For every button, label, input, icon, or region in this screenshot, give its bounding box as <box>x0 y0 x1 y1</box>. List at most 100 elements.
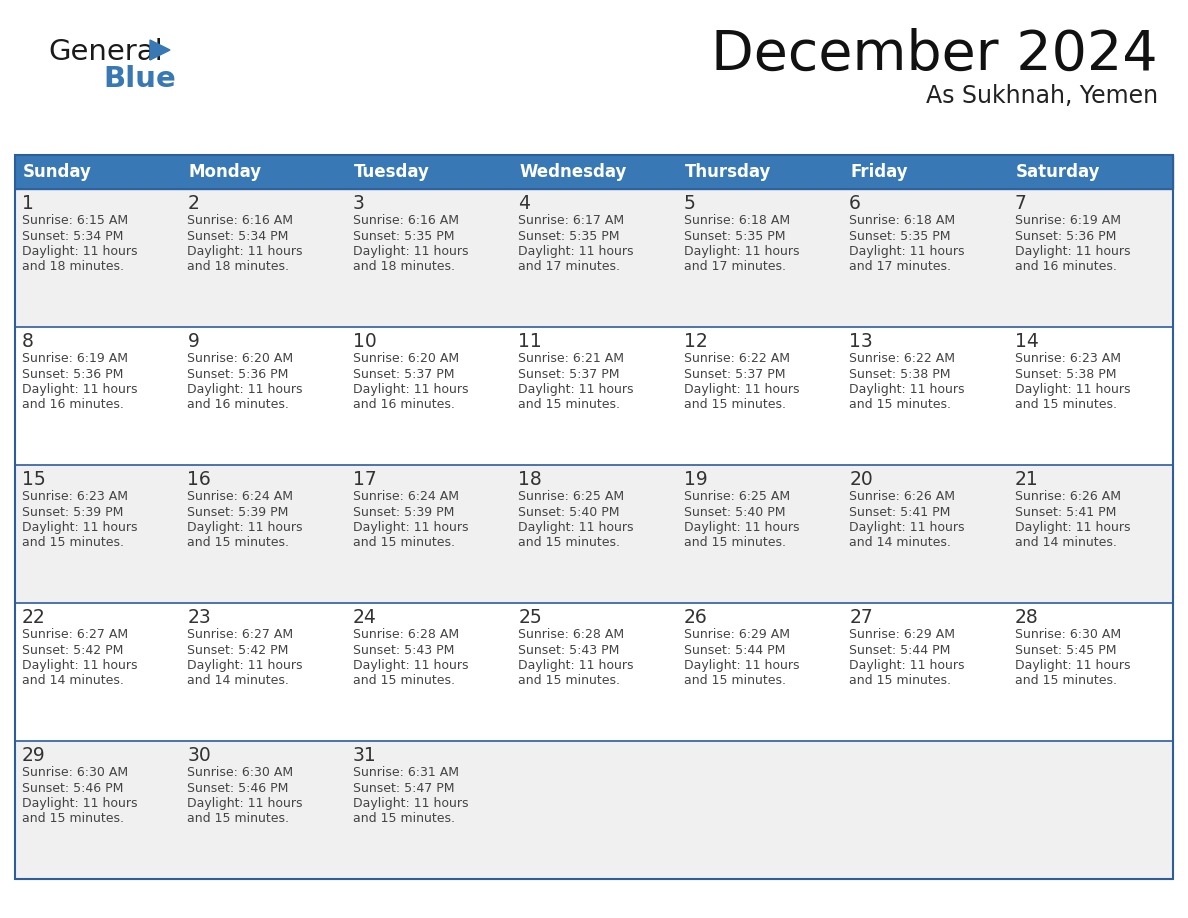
Text: December 2024: December 2024 <box>712 28 1158 82</box>
Bar <box>15 465 1173 603</box>
Text: 4: 4 <box>518 194 530 213</box>
Text: Daylight: 11 hours: Daylight: 11 hours <box>684 383 800 396</box>
Text: Daylight: 11 hours: Daylight: 11 hours <box>353 383 468 396</box>
Text: 22: 22 <box>23 608 46 627</box>
Text: Sunrise: 6:30 AM: Sunrise: 6:30 AM <box>188 766 293 779</box>
Text: Daylight: 11 hours: Daylight: 11 hours <box>353 245 468 258</box>
Text: Daylight: 11 hours: Daylight: 11 hours <box>23 797 138 810</box>
Text: Sunrise: 6:30 AM: Sunrise: 6:30 AM <box>1015 628 1120 641</box>
Text: Daylight: 11 hours: Daylight: 11 hours <box>188 659 303 672</box>
Text: Sunrise: 6:28 AM: Sunrise: 6:28 AM <box>518 628 625 641</box>
Text: Tuesday: Tuesday <box>354 163 430 181</box>
Text: Sunrise: 6:26 AM: Sunrise: 6:26 AM <box>1015 490 1120 503</box>
Text: and 16 minutes.: and 16 minutes. <box>1015 261 1117 274</box>
Polygon shape <box>150 40 170 60</box>
Text: Daylight: 11 hours: Daylight: 11 hours <box>1015 659 1130 672</box>
Text: and 14 minutes.: and 14 minutes. <box>1015 536 1117 550</box>
Text: Daylight: 11 hours: Daylight: 11 hours <box>518 245 633 258</box>
Text: Daylight: 11 hours: Daylight: 11 hours <box>1015 521 1130 534</box>
Text: Sunrise: 6:30 AM: Sunrise: 6:30 AM <box>23 766 128 779</box>
Text: Sunrise: 6:23 AM: Sunrise: 6:23 AM <box>23 490 128 503</box>
Text: Sunset: 5:34 PM: Sunset: 5:34 PM <box>23 230 124 242</box>
Text: 11: 11 <box>518 332 542 351</box>
Text: Sunset: 5:41 PM: Sunset: 5:41 PM <box>849 506 950 519</box>
Text: 17: 17 <box>353 470 377 489</box>
Text: and 14 minutes.: and 14 minutes. <box>188 675 290 688</box>
Text: Sunrise: 6:17 AM: Sunrise: 6:17 AM <box>518 214 625 227</box>
Text: Sunrise: 6:20 AM: Sunrise: 6:20 AM <box>188 352 293 365</box>
Text: and 15 minutes.: and 15 minutes. <box>23 536 124 550</box>
Text: Sunrise: 6:25 AM: Sunrise: 6:25 AM <box>518 490 625 503</box>
Text: Daylight: 11 hours: Daylight: 11 hours <box>23 383 138 396</box>
Text: Sunday: Sunday <box>23 163 91 181</box>
Text: Sunset: 5:44 PM: Sunset: 5:44 PM <box>684 644 785 656</box>
Text: and 15 minutes.: and 15 minutes. <box>518 398 620 411</box>
Text: and 18 minutes.: and 18 minutes. <box>23 261 124 274</box>
Text: Sunset: 5:35 PM: Sunset: 5:35 PM <box>518 230 620 242</box>
Text: 10: 10 <box>353 332 377 351</box>
Text: and 15 minutes.: and 15 minutes. <box>518 536 620 550</box>
Text: Daylight: 11 hours: Daylight: 11 hours <box>518 659 633 672</box>
Text: Daylight: 11 hours: Daylight: 11 hours <box>684 245 800 258</box>
Text: 28: 28 <box>1015 608 1038 627</box>
Text: and 14 minutes.: and 14 minutes. <box>849 536 952 550</box>
Text: Daylight: 11 hours: Daylight: 11 hours <box>849 521 965 534</box>
Text: 7: 7 <box>1015 194 1026 213</box>
Text: Sunset: 5:35 PM: Sunset: 5:35 PM <box>353 230 454 242</box>
Text: Blue: Blue <box>103 65 176 93</box>
Text: and 15 minutes.: and 15 minutes. <box>684 536 785 550</box>
Text: Daylight: 11 hours: Daylight: 11 hours <box>518 383 633 396</box>
Bar <box>15 189 1173 327</box>
Text: Daylight: 11 hours: Daylight: 11 hours <box>353 659 468 672</box>
Text: Daylight: 11 hours: Daylight: 11 hours <box>849 659 965 672</box>
Text: and 15 minutes.: and 15 minutes. <box>849 675 952 688</box>
Text: Sunset: 5:40 PM: Sunset: 5:40 PM <box>518 506 620 519</box>
Bar <box>15 741 1173 879</box>
Text: Sunset: 5:37 PM: Sunset: 5:37 PM <box>684 367 785 380</box>
Text: Friday: Friday <box>851 163 908 181</box>
Text: 1: 1 <box>23 194 34 213</box>
Text: Daylight: 11 hours: Daylight: 11 hours <box>849 383 965 396</box>
Text: and 15 minutes.: and 15 minutes. <box>684 398 785 411</box>
Text: Daylight: 11 hours: Daylight: 11 hours <box>23 659 138 672</box>
Text: Daylight: 11 hours: Daylight: 11 hours <box>684 659 800 672</box>
Text: Sunrise: 6:19 AM: Sunrise: 6:19 AM <box>1015 214 1120 227</box>
Text: Daylight: 11 hours: Daylight: 11 hours <box>1015 383 1130 396</box>
Text: Sunrise: 6:27 AM: Sunrise: 6:27 AM <box>188 628 293 641</box>
Text: Sunset: 5:47 PM: Sunset: 5:47 PM <box>353 781 454 794</box>
Text: and 15 minutes.: and 15 minutes. <box>684 675 785 688</box>
Text: 18: 18 <box>518 470 542 489</box>
Text: 24: 24 <box>353 608 377 627</box>
Text: Sunset: 5:41 PM: Sunset: 5:41 PM <box>1015 506 1116 519</box>
Text: 13: 13 <box>849 332 873 351</box>
Text: Daylight: 11 hours: Daylight: 11 hours <box>1015 245 1130 258</box>
Text: Sunrise: 6:25 AM: Sunrise: 6:25 AM <box>684 490 790 503</box>
Text: and 16 minutes.: and 16 minutes. <box>188 398 290 411</box>
Text: and 16 minutes.: and 16 minutes. <box>353 398 455 411</box>
Text: 8: 8 <box>23 332 34 351</box>
Text: Daylight: 11 hours: Daylight: 11 hours <box>353 797 468 810</box>
Text: Sunset: 5:35 PM: Sunset: 5:35 PM <box>849 230 950 242</box>
Text: and 14 minutes.: and 14 minutes. <box>23 675 124 688</box>
Text: 9: 9 <box>188 332 200 351</box>
Text: Sunset: 5:39 PM: Sunset: 5:39 PM <box>188 506 289 519</box>
Text: Sunset: 5:43 PM: Sunset: 5:43 PM <box>353 644 454 656</box>
Text: Sunset: 5:42 PM: Sunset: 5:42 PM <box>23 644 124 656</box>
Text: 21: 21 <box>1015 470 1038 489</box>
Text: Sunrise: 6:31 AM: Sunrise: 6:31 AM <box>353 766 459 779</box>
Text: Sunset: 5:39 PM: Sunset: 5:39 PM <box>353 506 454 519</box>
Text: Sunrise: 6:15 AM: Sunrise: 6:15 AM <box>23 214 128 227</box>
Text: and 18 minutes.: and 18 minutes. <box>188 261 290 274</box>
Text: Sunrise: 6:22 AM: Sunrise: 6:22 AM <box>684 352 790 365</box>
Text: Daylight: 11 hours: Daylight: 11 hours <box>684 521 800 534</box>
Text: Sunset: 5:37 PM: Sunset: 5:37 PM <box>353 367 454 380</box>
Text: Daylight: 11 hours: Daylight: 11 hours <box>188 521 303 534</box>
Text: Sunset: 5:45 PM: Sunset: 5:45 PM <box>1015 644 1116 656</box>
Text: Wednesday: Wednesday <box>519 163 626 181</box>
Text: Sunset: 5:40 PM: Sunset: 5:40 PM <box>684 506 785 519</box>
Bar <box>15 327 1173 465</box>
Text: Sunset: 5:36 PM: Sunset: 5:36 PM <box>23 367 124 380</box>
Text: and 18 minutes.: and 18 minutes. <box>353 261 455 274</box>
Text: Sunset: 5:44 PM: Sunset: 5:44 PM <box>849 644 950 656</box>
Text: 23: 23 <box>188 608 211 627</box>
